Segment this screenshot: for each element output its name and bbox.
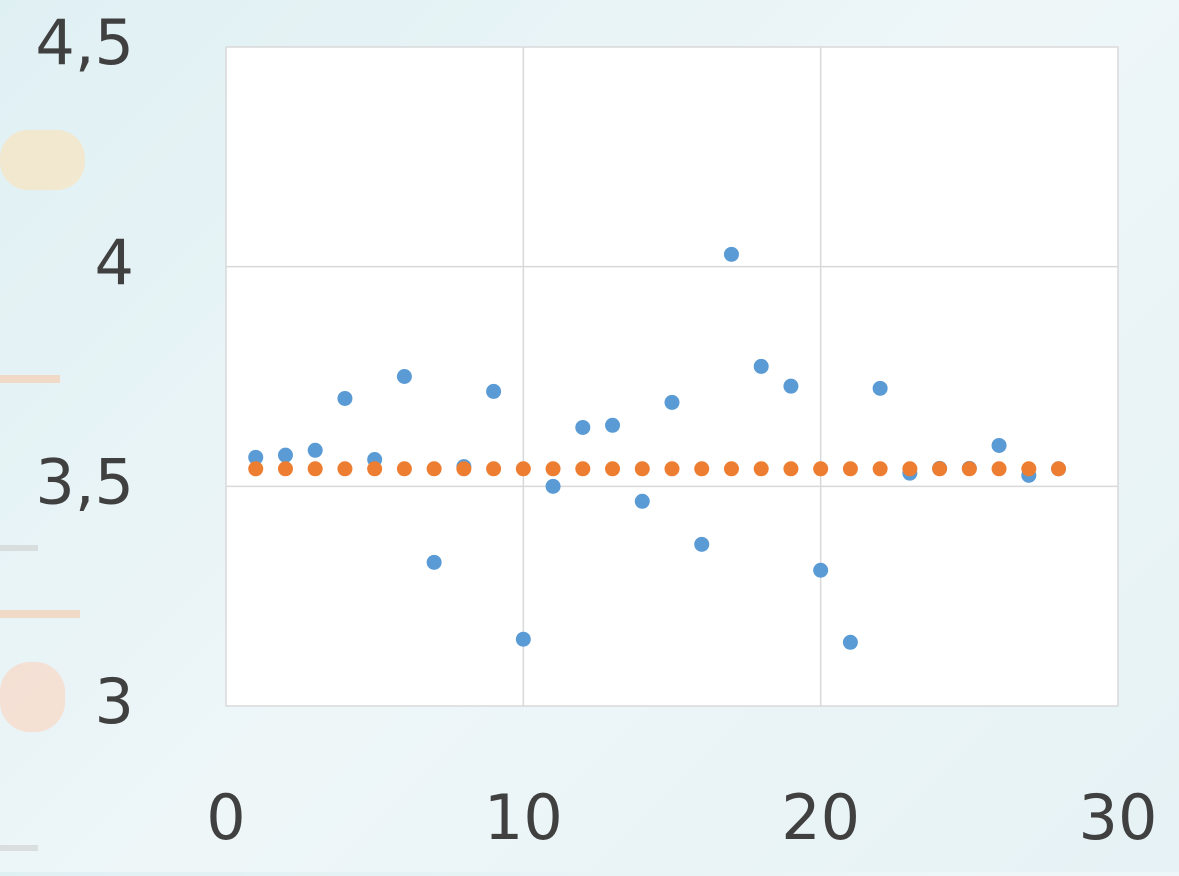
point [486,383,502,399]
point [991,437,1007,453]
point [486,461,502,477]
point [902,461,918,477]
point [605,461,621,477]
point [783,378,799,394]
point [813,461,829,477]
point [575,461,591,477]
point [277,447,293,463]
point [694,536,710,552]
point [694,461,710,477]
point [605,417,621,433]
point [337,390,353,406]
point [991,461,1007,477]
point [426,554,442,570]
point [872,380,888,396]
point [634,461,650,477]
point [842,634,858,650]
point [634,493,650,509]
point [1021,461,1037,477]
point [426,461,442,477]
x-tick-label: 30 [1079,781,1158,854]
point [307,461,323,477]
point [367,461,383,477]
point [723,461,739,477]
point [961,461,977,477]
point [872,461,888,477]
point [664,461,680,477]
x-tick-label: 20 [781,781,860,854]
decoration [0,130,85,851]
point [753,358,769,374]
point [277,461,293,477]
point [932,461,948,477]
point [337,461,353,477]
x-tick-label: 0 [206,781,245,854]
point [396,369,412,384]
point [307,442,323,458]
point [842,461,858,477]
plot-area [225,46,1119,707]
point [515,461,531,477]
point [753,461,769,477]
point [664,394,680,410]
point [813,562,829,578]
point [545,478,561,494]
y-tick-label: 4 [95,226,134,299]
point [783,461,799,477]
point [248,461,264,477]
y-tick-label: 3 [95,665,134,738]
y-tick-label: 3,5 [35,445,134,518]
point [456,461,472,477]
point [545,461,561,477]
y-tick-label: 4,5 [35,6,134,79]
point [1051,461,1067,477]
x-tick-label: 10 [484,781,563,854]
point [248,449,264,465]
point [723,246,739,262]
point [396,461,412,477]
point [515,631,531,647]
point [575,419,591,435]
